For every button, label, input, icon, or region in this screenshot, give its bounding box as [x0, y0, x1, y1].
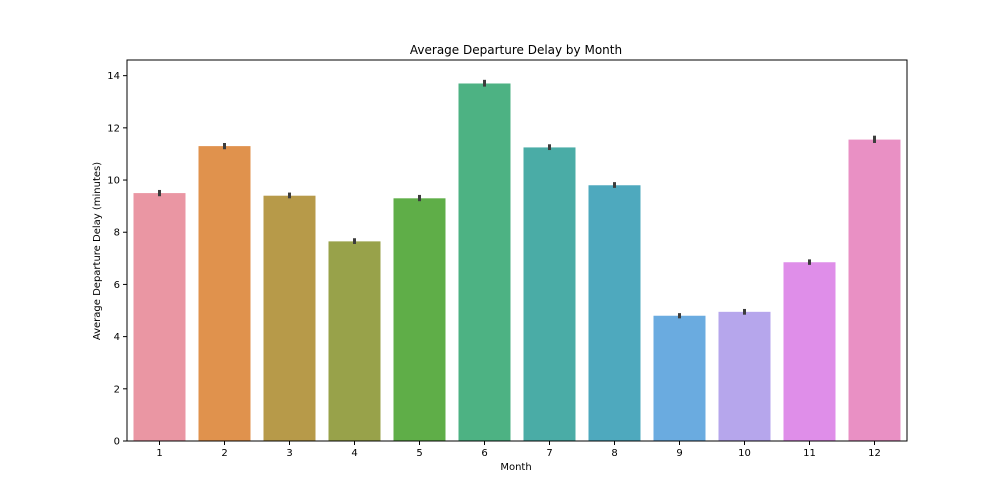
bar-month-12 [848, 139, 901, 441]
x-tick-label: 4 [351, 448, 357, 459]
x-axis: 1 2 3 4 5 6 7 8 9 10 11 12 [156, 441, 881, 459]
error-bars-group [158, 79, 876, 319]
chart-title: Average Departure Delay by Month [410, 43, 622, 57]
x-tick-label: 1 [156, 448, 162, 459]
bar-month-4 [328, 241, 381, 441]
y-tick-label: 4 [114, 332, 120, 343]
x-tick-label: 7 [546, 448, 552, 459]
bars-group [133, 83, 901, 441]
x-tick-label: 6 [481, 448, 487, 459]
y-tick-label: 0 [114, 437, 120, 448]
bar-month-7 [523, 147, 576, 441]
y-tick-label: 6 [114, 280, 120, 291]
bar-month-3 [263, 195, 316, 441]
bar-month-2 [198, 146, 251, 441]
x-axis-label: Month [500, 462, 531, 473]
x-tick-label: 5 [416, 448, 422, 459]
x-tick-label: 10 [738, 448, 751, 459]
bar-month-10 [718, 311, 771, 441]
x-tick-label: 12 [868, 448, 881, 459]
y-tick-label: 2 [114, 384, 120, 395]
plot-frame [126, 59, 908, 442]
bar-month-11 [783, 262, 836, 441]
y-tick-label: 14 [107, 71, 120, 82]
bar-month-9 [653, 315, 706, 441]
x-tick-label: 9 [676, 448, 682, 459]
bar-month-1 [133, 193, 186, 441]
y-axis: 0 2 4 6 8 10 12 14 [107, 71, 127, 448]
bar-month-6 [458, 83, 511, 441]
x-tick-label: 3 [286, 448, 292, 459]
y-tick-label: 8 [114, 228, 120, 239]
x-tick-label: 2 [221, 448, 227, 459]
y-tick-label: 10 [107, 176, 120, 187]
y-axis-label: Average Departure Delay (minutes) [92, 162, 103, 340]
x-tick-label: 8 [611, 448, 617, 459]
y-tick-label: 12 [107, 123, 120, 134]
x-tick-label: 11 [803, 448, 816, 459]
bar-month-8 [588, 185, 641, 441]
bar-month-5 [393, 198, 446, 441]
